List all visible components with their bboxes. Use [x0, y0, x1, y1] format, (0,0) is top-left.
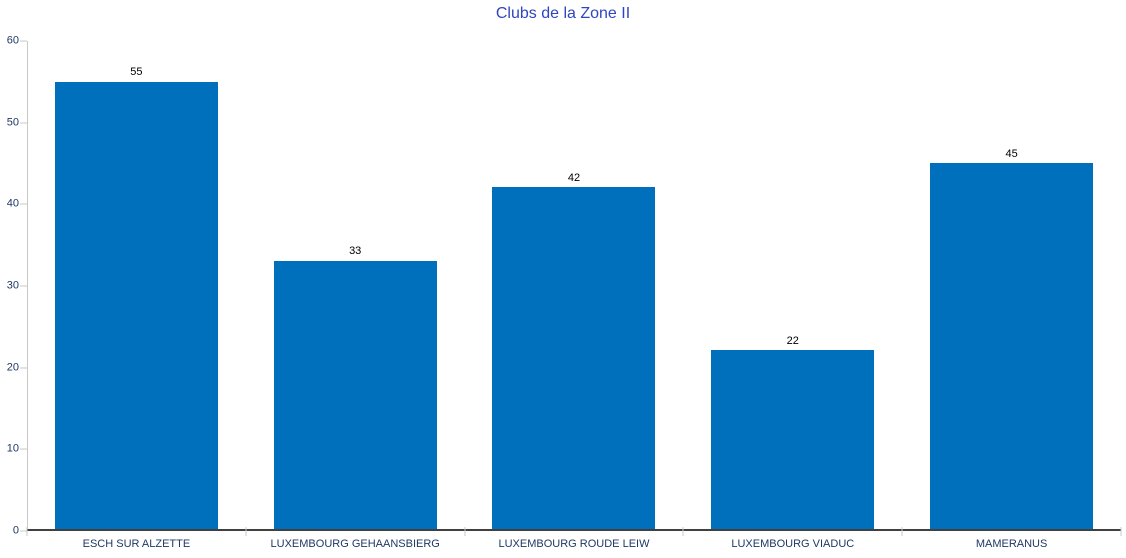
y-axis-tick: [20, 122, 27, 124]
category-label-esch-sur-alzette: ESCH SUR ALZETTE: [82, 538, 191, 550]
y-axis-tick-label: 60: [6, 34, 19, 47]
x-axis-tick: [901, 527, 903, 536]
y-axis-tick: [20, 40, 27, 42]
chart-title: Clubs de la Zone II: [495, 5, 631, 22]
bar-value-label: 45: [1005, 147, 1018, 160]
x-axis-line: [27, 529, 1121, 531]
category-label-luxembourg-gehaansbierg: LUXEMBOURG GEHAANSBIERG: [270, 538, 440, 550]
bars-container: 55 33 42 22 45: [27, 41, 1121, 529]
bar-value-label: 22: [786, 334, 799, 347]
bar-value-label: 55: [130, 66, 143, 79]
x-axis-tick: [682, 527, 684, 536]
bar-cell-luxembourg-viaduc: 22: [683, 41, 902, 529]
bar-value-label: 42: [567, 172, 581, 185]
bar-cell-luxembourg-roude-leiw: 42: [465, 41, 684, 529]
bar-cell-luxembourg-gehaansbierg: 33: [246, 41, 465, 529]
y-axis-tick-label: 0: [12, 524, 19, 537]
x-axis-tick: [1120, 527, 1122, 536]
y-axis-tick-label: 20: [6, 361, 19, 374]
y-axis-line: [27, 41, 28, 531]
y-axis-tick: [20, 285, 27, 287]
plot-area: 55 33 42 22 45 0 10 20 30 40 50 60: [7, 35, 1122, 536]
bar-cell-mameranus: 45: [902, 41, 1121, 529]
bar-value-label: 33: [349, 245, 362, 258]
y-axis-tick-label: 50: [6, 116, 19, 129]
y-axis-tick-label: 40: [6, 197, 19, 210]
bar-luxembourg-viaduc: [711, 350, 875, 529]
y-axis-tick: [20, 203, 27, 205]
y-axis-tick: [20, 530, 27, 532]
y-axis-tick-label: 10: [6, 442, 19, 455]
bar-cell-esch-sur-alzette: 55: [27, 41, 246, 529]
y-axis-tick: [20, 367, 27, 369]
y-axis-tick: [20, 448, 27, 450]
x-axis-tick: [26, 527, 28, 536]
x-axis-tick: [464, 527, 466, 536]
bar-luxembourg-roude-leiw: [492, 187, 656, 529]
x-axis-tick: [245, 527, 247, 536]
category-label-luxembourg-roude-leiw: LUXEMBOURG ROUDE LEIW: [498, 538, 650, 550]
category-label-luxembourg-viaduc: LUXEMBOURG VIADUC: [731, 538, 855, 550]
category-axis-labels: ESCH SUR ALZETTE LUXEMBOURG GEHAANSBIERG L…: [27, 538, 1121, 550]
bar-mameranus: [930, 163, 1094, 529]
y-axis-tick-label: 30: [6, 279, 19, 292]
category-label-mameranus: MAMERANUS: [975, 538, 1048, 550]
bar-esch-sur-alzette: [54, 81, 218, 529]
bar-luxembourg-gehaansbierg: [273, 260, 437, 529]
